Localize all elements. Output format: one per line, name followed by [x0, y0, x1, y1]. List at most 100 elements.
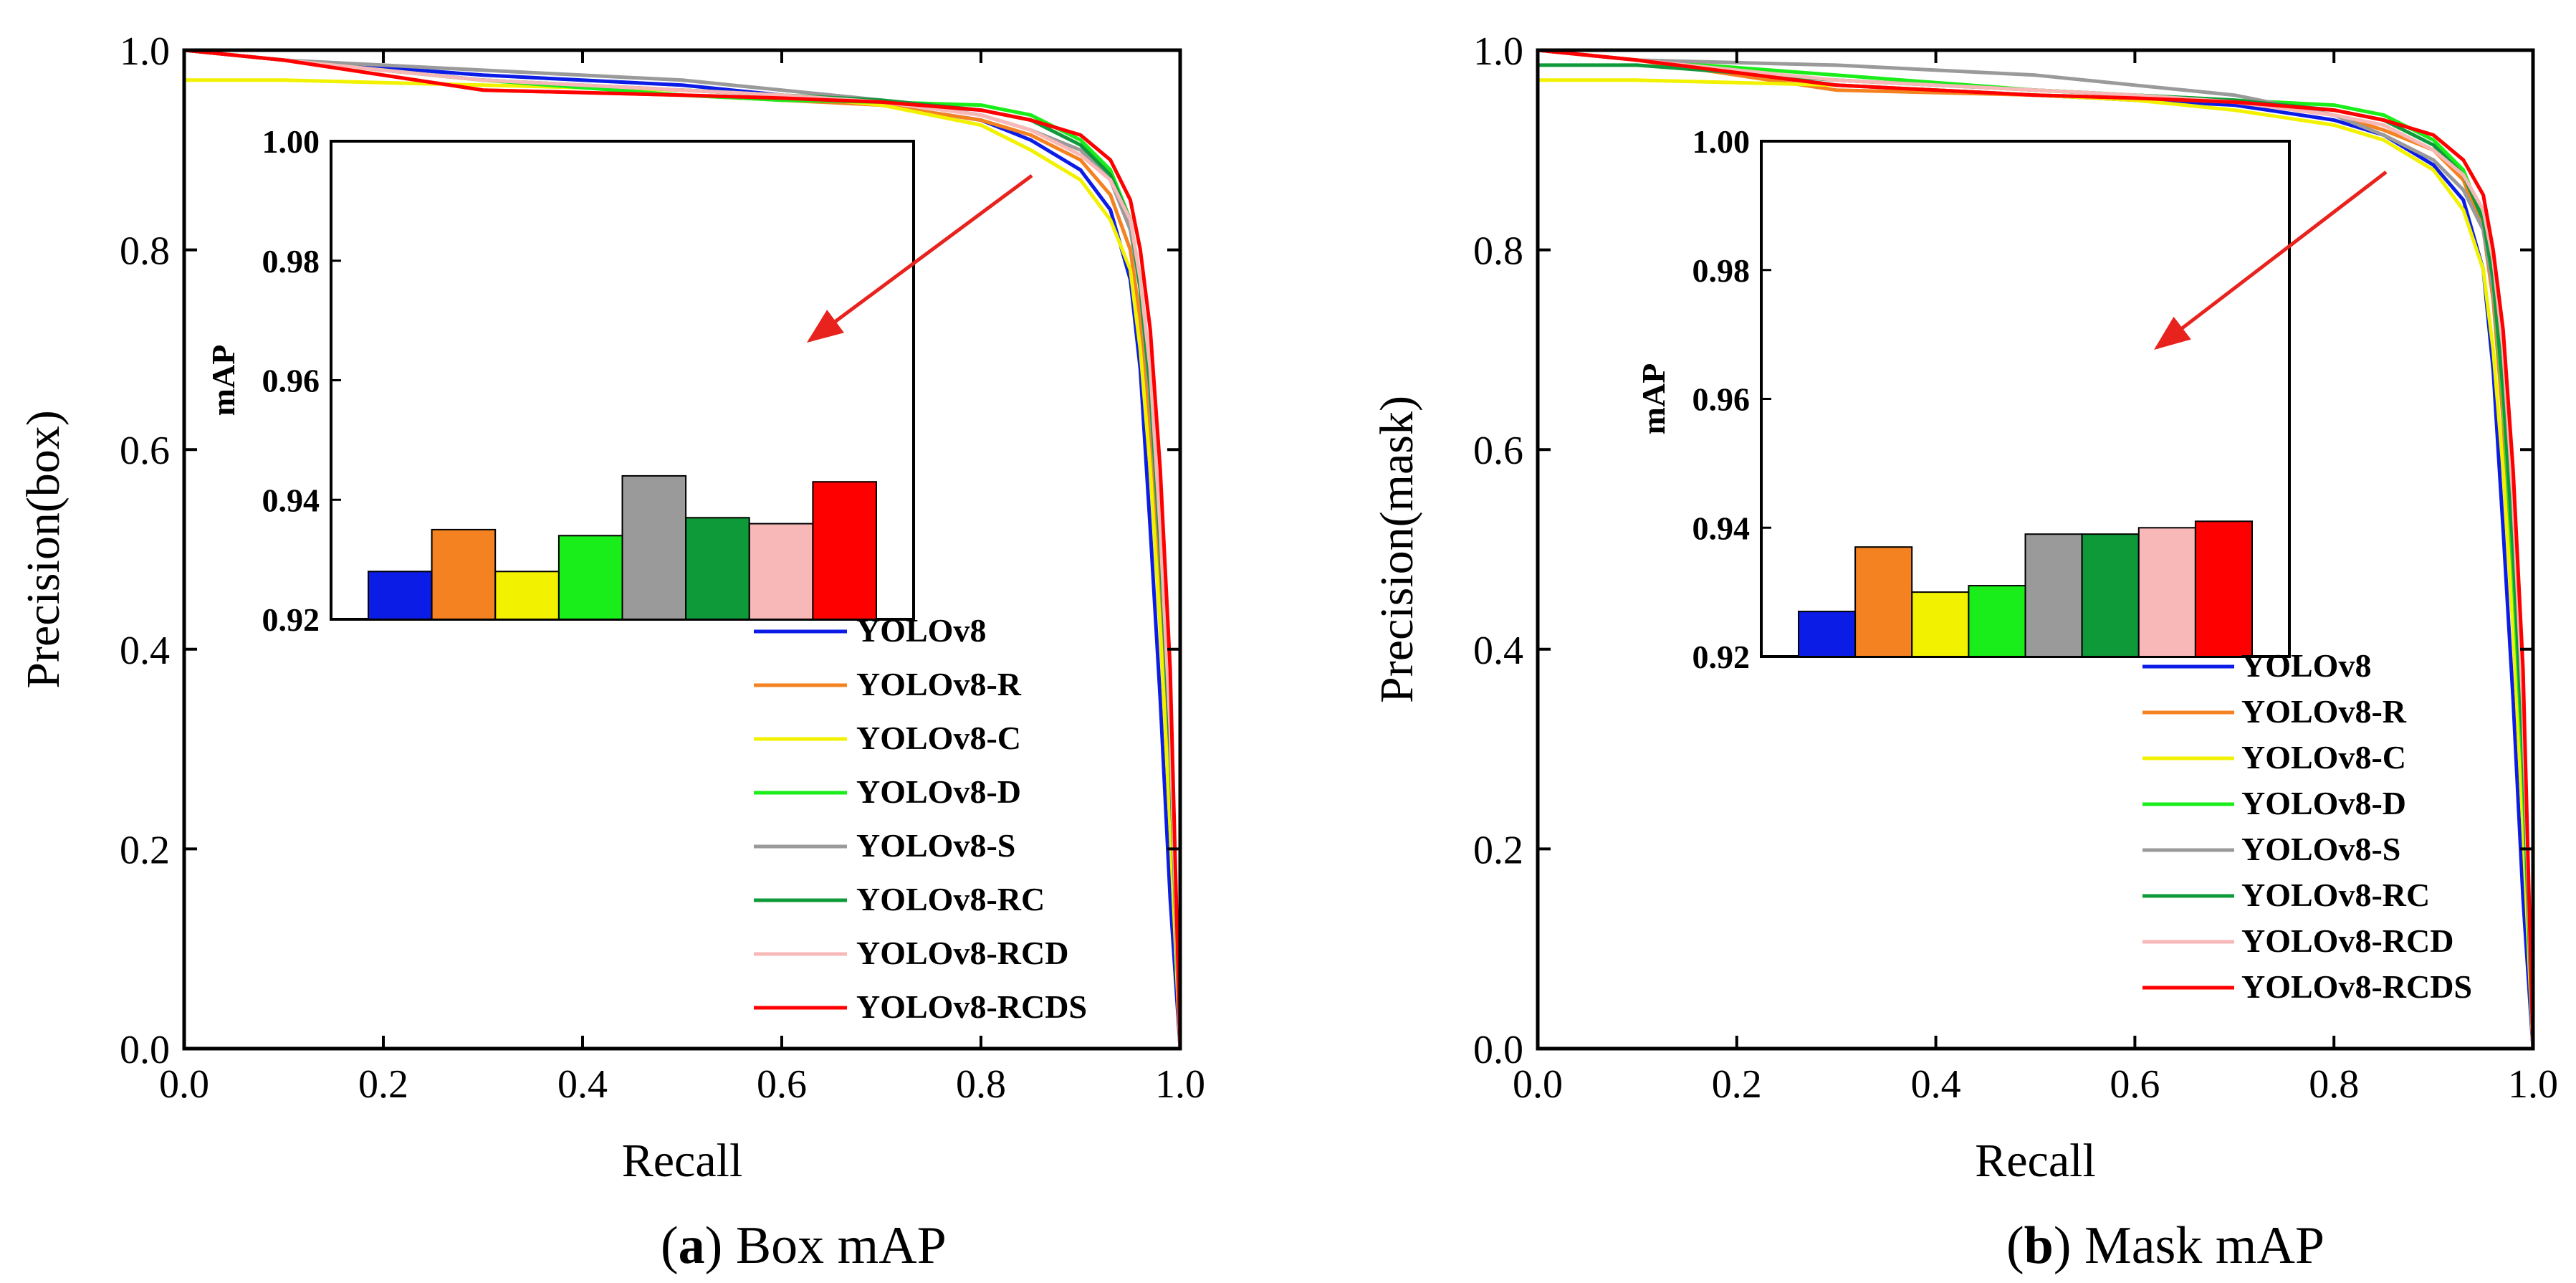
x-axis-label: Recall [622, 1135, 743, 1187]
legend-label-yolov8: YOLOv8 [2241, 647, 2371, 684]
y-tick-label: 0.6 [1473, 429, 1523, 473]
inset-bar-yolov8-rcds [812, 481, 878, 621]
series-line-yolov8-rcds [1537, 48, 2535, 1049]
inset-bar-yolov8-d [1968, 585, 2026, 657]
legend-label-yolov8-d: YOLOv8-D [856, 773, 1021, 810]
caption-letter: b [2024, 1216, 2054, 1275]
y-tick-label: 0.2 [120, 828, 170, 872]
callout-arrow [806, 173, 1033, 343]
x-tick-label: 0.2 [358, 1062, 408, 1107]
x-tick-label: 1.0 [2508, 1062, 2558, 1107]
legend-label-yolov8-s: YOLOv8-S [856, 827, 1015, 864]
caption-space [2071, 1216, 2084, 1275]
y-tick-label: 0.0 [120, 1028, 170, 1072]
caption-letter: a [679, 1216, 705, 1275]
inset-y-tick-label: 0.96 [1692, 381, 1751, 418]
series-line-yolov8-rcds [183, 48, 1182, 1049]
inset-bar-yolov8-rc [2081, 533, 2140, 658]
figure-caption: (b) Mask mAP [2006, 1216, 2324, 1275]
inset-y-tick-label: 0.98 [1692, 252, 1751, 289]
legend-label-yolov8-rcd: YOLOv8-RCD [856, 935, 1068, 971]
legend-label-yolov8-rcds: YOLOv8-RCDS [2241, 968, 2472, 1005]
legend-label-yolov8-s: YOLOv8-S [2241, 831, 2400, 867]
legend-label-yolov8-rcd: YOLOv8-RCD [2241, 922, 2453, 959]
y-tick-label: 1.0 [1473, 29, 1523, 74]
y-tick-label: 0.0 [1473, 1028, 1523, 1072]
legend-label-yolov8-d: YOLOv8-D [2241, 785, 2406, 821]
inset-bar-chart: 0.92 0.94 0.96 0.98 1.00 mAP [1635, 123, 2291, 675]
pr-curves [1537, 48, 2535, 1049]
caption-close: ) [2054, 1216, 2072, 1275]
series-line-yolov8 [183, 48, 1182, 1049]
inset-bar-yolov8-rcd [2137, 527, 2196, 657]
y-tick-label: 0.2 [1473, 828, 1523, 872]
panel-box: 0.0 0.2 0.4 0.6 0.8 1.0 0.0 0.2 0.4 0.6 0.8 1.0 Reca… [17, 29, 1205, 1275]
caption-space [722, 1216, 736, 1275]
inset-bar-yolov8-s [2024, 533, 2083, 658]
callout-arrow [2154, 171, 2388, 350]
series-line-yolov8-rcd [183, 48, 1182, 1049]
panel-mask: 0.0 0.2 0.4 0.6 0.8 1.0 0.0 0.2 0.4 0.6 0.8 1.0 Reca… [1371, 29, 2558, 1275]
inset-y-tick-label: 0.94 [262, 482, 320, 518]
x-tick-label: 0.6 [2110, 1062, 2160, 1107]
inset-y-axis-label: mAP [205, 345, 241, 416]
caption-open: ( [2006, 1216, 2024, 1275]
y-tick-label: 0.4 [120, 629, 170, 673]
caption-text: Mask mAP [2084, 1216, 2324, 1275]
x-tick-label: 0.2 [1712, 1062, 1762, 1107]
inset-bar-yolov8-c [1911, 591, 1970, 657]
figure-caption: (a) Box mAP [661, 1216, 947, 1275]
inset-y-tick-label: 0.92 [262, 601, 320, 638]
pr-curves [183, 48, 1182, 1049]
x-tick-label: 0.8 [956, 1062, 1006, 1107]
x-tick-label: 0.0 [1513, 1062, 1563, 1107]
inset-y-tick-label: 1.00 [1692, 123, 1751, 160]
inset-bar-yolov8 [368, 571, 433, 620]
legend-label-yolov8-r: YOLOv8-R [2241, 693, 2407, 730]
caption-open: ( [661, 1216, 679, 1275]
inset-y-axis-label: mAP [1635, 363, 1672, 435]
x-tick-label: 0.4 [1911, 1062, 1961, 1107]
inset-y-tick-label: 0.94 [1692, 510, 1751, 546]
inset-y-tick-label: 0.96 [262, 363, 320, 399]
inset-bar-yolov8-s [621, 474, 687, 621]
inset-bar-yolov8-r [1854, 546, 1913, 658]
legend-label-yolov8-c: YOLOv8-C [2241, 739, 2406, 776]
x-axis-label: Recall [1975, 1135, 2096, 1187]
plot-frame [1536, 48, 2535, 1051]
inset-y-tick-label: 0.92 [1692, 639, 1751, 675]
inset-y-tick-label: 0.98 [262, 243, 320, 280]
x-tick-label: 0.0 [159, 1062, 209, 1107]
inset-bar-yolov8-c [494, 571, 560, 620]
y-axis-label: Precision(mask) [1371, 396, 1423, 703]
legend-label-yolov8-r: YOLOv8-R [856, 666, 1022, 702]
inset-bar-yolov8-rc [685, 517, 750, 620]
inset-bar-chart: 0.92 0.94 0.96 0.98 1.00 mAP [205, 123, 915, 638]
legend-label-yolov8: YOLOv8 [856, 612, 986, 649]
inset-bar-yolov8-d [557, 535, 623, 620]
inset-bar-yolov8-rcds [2194, 520, 2253, 657]
inset-bar-yolov8-r [431, 528, 497, 621]
y-tick-label: 0.4 [1473, 629, 1523, 673]
legend-label-yolov8-rc: YOLOv8-RC [856, 881, 1045, 917]
plot-frame [182, 48, 1182, 1051]
inset-bar-yolov8 [1798, 611, 1857, 657]
legend-label-yolov8-rcds: YOLOv8-RCDS [856, 988, 1087, 1025]
x-tick-label: 1.0 [1155, 1062, 1205, 1107]
y-axis-label: Precision(box) [17, 410, 70, 689]
x-tick-label: 0.8 [2309, 1062, 2359, 1107]
caption-close: ) [705, 1216, 723, 1275]
y-tick-label: 0.8 [120, 229, 170, 274]
legend: YOLOv8 YOLOv8-R YOLOv8-C YOLOv8-D YOLOv8-S YO… [2142, 647, 2472, 1005]
inset-y-tick-label: 1.00 [262, 123, 320, 160]
x-tick-label: 0.4 [557, 1062, 608, 1107]
y-tick-label: 0.8 [1473, 229, 1523, 274]
legend: YOLOv8 YOLOv8-R YOLOv8-C YOLOv8-D YOLOv8-S YO… [754, 612, 1087, 1025]
legend-label-yolov8-rc: YOLOv8-RC [2241, 877, 2430, 913]
inset-bar-yolov8-rcd [748, 523, 814, 620]
legend-label-yolov8-c: YOLOv8-C [856, 720, 1021, 756]
y-tick-label: 0.6 [120, 429, 170, 473]
y-tick-label: 1.0 [120, 29, 170, 74]
x-tick-label: 0.6 [757, 1062, 807, 1107]
